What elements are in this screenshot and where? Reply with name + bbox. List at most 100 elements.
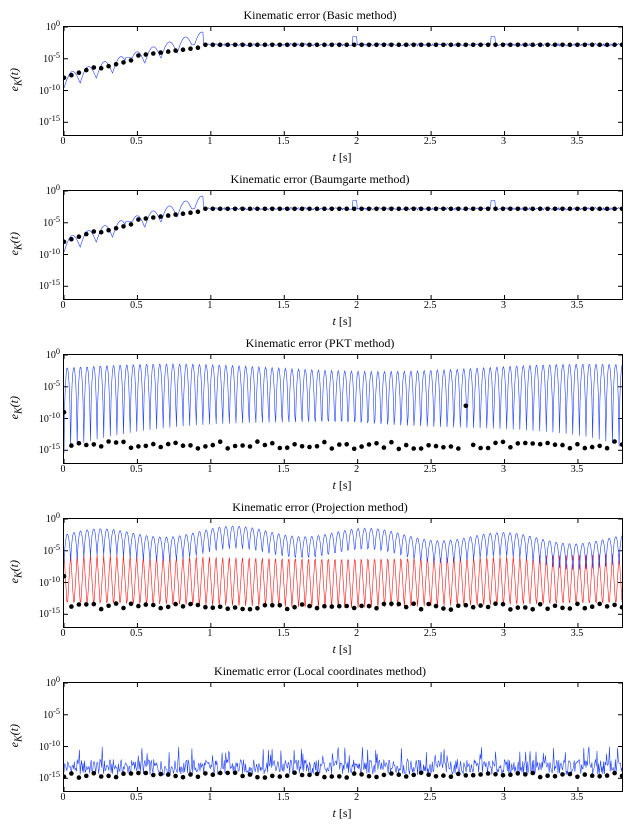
x-tick-label: 1 <box>207 628 212 639</box>
x-tick-label: 0.5 <box>130 628 143 639</box>
chart-2: Kinematic error (PKT method)eK(t)10-1510… <box>8 336 632 494</box>
series-markers <box>64 43 622 81</box>
y-tick-label: 10-5 <box>26 543 60 557</box>
series-markers <box>64 404 622 452</box>
y-tick-label: 10-10 <box>26 82 60 96</box>
x-tick-label: 2.5 <box>424 136 437 147</box>
series-markers <box>64 207 622 245</box>
series-line-blue <box>64 32 622 88</box>
x-tick-label: 0 <box>61 628 66 639</box>
x-tick-label: 3.5 <box>571 136 584 147</box>
x-tick-label: 1 <box>207 792 212 803</box>
y-tick-label: 10-15 <box>26 770 60 784</box>
x-tick-label: 2.5 <box>424 628 437 639</box>
x-axis-label: t [s] <box>63 642 621 657</box>
chart-title: Kinematic error (Projection method) <box>8 500 632 515</box>
y-tick-label: 10-10 <box>26 410 60 424</box>
y-tick-label: 100 <box>26 675 60 689</box>
x-tick-label: 0 <box>61 300 66 311</box>
x-tick-label: 3 <box>501 136 506 147</box>
x-tick-label: 2 <box>354 628 359 639</box>
series-line-blue <box>64 196 622 252</box>
plot-area <box>63 26 623 136</box>
x-tick-label: 1 <box>207 464 212 475</box>
y-ticks: 10-1510-1010-5100 <box>26 190 62 298</box>
x-tick-label: 1.5 <box>277 300 290 311</box>
y-axis-label: eK(t) <box>8 682 24 790</box>
x-axis-label: t [s] <box>63 150 621 165</box>
y-tick-label: 10-5 <box>26 215 60 229</box>
y-tick-label: 10-15 <box>26 114 60 128</box>
x-tick-label: 2.5 <box>424 300 437 311</box>
y-tick-label: 10-10 <box>26 246 60 260</box>
x-tick-label: 1.5 <box>277 464 290 475</box>
x-tick-label: 0.5 <box>130 300 143 311</box>
x-tick-label: 3.5 <box>571 464 584 475</box>
series-line-blue <box>64 364 622 453</box>
x-tick-label: 3 <box>501 300 506 311</box>
y-ticks: 10-1510-1010-5100 <box>26 26 62 134</box>
x-tick-label: 3.5 <box>571 300 584 311</box>
chart-title: Kinematic error (Baumgarte method) <box>8 172 632 187</box>
series-line-blue <box>64 747 622 775</box>
x-tick-label: 3.5 <box>571 792 584 803</box>
y-axis-label: eK(t) <box>8 26 24 134</box>
x-tick-label: 1.5 <box>277 136 290 147</box>
chart-0: Kinematic error (Basic method) eK(t)10-15… <box>8 8 632 166</box>
x-tick-label: 0.5 <box>130 136 143 147</box>
chart-title: Kinematic error (PKT method) <box>8 336 632 351</box>
x-tick-label: 1 <box>207 136 212 147</box>
x-axis-label: t [s] <box>63 806 621 821</box>
y-tick-label: 10-15 <box>26 278 60 292</box>
y-ticks: 10-1510-1010-5100 <box>26 354 62 462</box>
x-axis-label: t [s] <box>63 314 621 329</box>
y-tick-label: 100 <box>26 19 60 33</box>
y-axis-label: eK(t) <box>8 354 24 462</box>
x-ticks: 00.511.522.533.5 <box>63 300 621 314</box>
y-tick-label: 100 <box>26 183 60 197</box>
figure: Kinematic error (Basic method)eK(t)10-15… <box>8 8 632 822</box>
x-tick-label: 1 <box>207 300 212 311</box>
y-tick-label: 10-5 <box>26 707 60 721</box>
x-ticks: 00.511.522.533.5 <box>63 136 621 150</box>
y-tick-label: 100 <box>26 511 60 525</box>
x-axis-label: t [s] <box>63 478 621 493</box>
y-axis-label: eK(t) <box>8 190 24 298</box>
x-ticks: 0 0.5 1 1.5 2 2.5 3 3.5 <box>63 464 621 478</box>
y-ticks: 10-1510-1010-5100 <box>26 682 62 790</box>
series-line-blue <box>64 526 622 570</box>
x-tick-label: 2.5 <box>424 464 437 475</box>
chart-4: Kinematic error (Local coordinates metho… <box>8 664 632 822</box>
chart-1: Kinematic error (Baumgarte method)eK(t)1… <box>8 172 632 330</box>
x-tick-label: 3 <box>501 628 506 639</box>
y-axis-label: eK(t) <box>8 518 24 626</box>
y-tick-label: 10-5 <box>26 51 60 65</box>
y-tick-label: 100 <box>26 347 60 361</box>
x-tick-label: 0.5 <box>130 464 143 475</box>
x-tick-label: 0 <box>61 792 66 803</box>
x-tick-label: 2 <box>354 792 359 803</box>
y-tick-label: 10-15 <box>26 606 60 620</box>
y-tick-label: 10-10 <box>26 738 60 752</box>
plot-area <box>63 518 623 628</box>
x-tick-label: 3 <box>501 792 506 803</box>
x-tick-label: 1.5 <box>277 628 290 639</box>
y-tick-label: 10-5 <box>26 379 60 393</box>
chart-title: Kinematic error (Basic method) <box>8 8 632 23</box>
x-tick-label: 2 <box>354 464 359 475</box>
chart-title: Kinematic error (Local coordinates metho… <box>8 664 632 679</box>
x-tick-label: 0.5 <box>130 792 143 803</box>
x-tick-label: 3.5 <box>571 628 584 639</box>
x-tick-label: 2.5 <box>424 792 437 803</box>
x-tick-label: 3 <box>501 464 506 475</box>
y-tick-label: 10-15 <box>26 442 60 456</box>
x-tick-label: 0 <box>61 136 66 147</box>
x-ticks: 0 0.5 1 1.5 2 2.5 3 3.5 <box>63 628 621 642</box>
series-line-red <box>64 554 622 608</box>
plot-area <box>63 354 623 464</box>
chart-3: Kinematic error (Projection method) eK(t)… <box>8 500 632 658</box>
x-tick-label: 0 <box>61 464 66 475</box>
x-ticks: 00.511.522.533.5 <box>63 792 621 806</box>
y-tick-label: 10-10 <box>26 574 60 588</box>
plot-area <box>63 190 623 300</box>
